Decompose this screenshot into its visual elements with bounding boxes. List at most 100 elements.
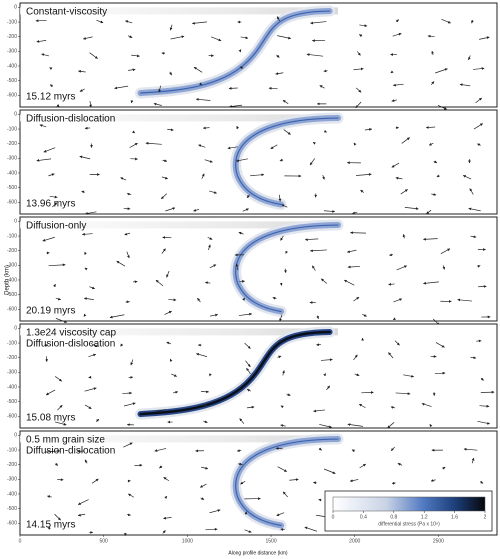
x-tick-label: 0 [19, 538, 22, 544]
velocity-arrow [54, 513, 61, 521]
velocity-arrow [125, 300, 130, 304]
x-tick-label: 2500 [433, 538, 444, 544]
velocity-arrow [286, 393, 291, 396]
panel-time: 13.96 myrs [26, 199, 75, 210]
velocity-arrow [390, 70, 394, 74]
velocity-arrow [250, 173, 265, 177]
colorbar-tick-label: 1.2 [421, 514, 428, 520]
velocity-arrow [54, 421, 67, 426]
velocity-arrow [277, 466, 287, 472]
colorbar-tick-label: 0.4 [360, 514, 367, 520]
velocity-arrow [127, 68, 136, 72]
velocity-arrow [96, 19, 104, 24]
velocity-arrow [312, 265, 316, 271]
velocity-arrow [242, 297, 246, 301]
velocity-arrow [278, 339, 283, 343]
panel-time: 15.12 myrs [26, 92, 75, 103]
y-tick-label: -400 [7, 170, 17, 176]
surface-plate [20, 328, 338, 336]
velocity-arrow [284, 268, 287, 274]
y-tick-label: -400 [7, 277, 17, 283]
y-tick-label: -200 [7, 462, 17, 468]
velocity-arrow [109, 314, 125, 319]
velocity-arrow [347, 265, 361, 269]
velocity-arrow [160, 193, 167, 200]
velocity-arrow [165, 207, 176, 212]
velocity-arrow [166, 341, 172, 345]
panel-label: 0.5 mm grain size [26, 435, 105, 446]
colorbar [332, 496, 486, 512]
y-tick-label: -200 [7, 34, 17, 40]
velocity-arrow [42, 236, 55, 242]
velocity-arrow [48, 526, 51, 530]
x-axis-label: Along profile distance (km) [228, 550, 288, 556]
velocity-arrow [145, 141, 162, 145]
velocity-arrow [167, 128, 174, 132]
velocity-arrow [90, 343, 98, 348]
velocity-arrow [322, 175, 325, 180]
velocity-arrow [275, 72, 284, 75]
velocity-arrow [395, 176, 403, 180]
velocity-arrow [268, 86, 278, 90]
velocity-arrow [442, 466, 446, 470]
velocity-arrow [477, 265, 481, 268]
velocity-arrow [245, 360, 251, 368]
velocity-arrow [123, 442, 133, 448]
velocity-arrow [84, 387, 97, 392]
velocity-arrow [88, 375, 92, 379]
velocity-arrow [282, 99, 289, 104]
y-tick-label: -200 [7, 248, 17, 254]
velocity-arrow [202, 126, 210, 130]
velocity-arrow [435, 68, 448, 74]
y-tick-label: 0 [14, 326, 17, 332]
y-tick-label: -200 [7, 141, 17, 147]
velocity-arrow [131, 54, 140, 58]
velocity-arrow [285, 250, 289, 254]
y-tick-label: 0 [14, 219, 17, 225]
velocity-arrow [321, 278, 328, 284]
velocity-arrow [436, 174, 440, 178]
velocity-arrow [49, 84, 54, 88]
velocity-arrow [53, 283, 56, 288]
velocity-arrow [395, 392, 411, 396]
velocity-arrow [354, 373, 360, 377]
velocity-arrow [114, 85, 129, 90]
panel-label: Constant-viscosity [26, 7, 107, 18]
slab-core [235, 117, 339, 206]
velocity-arrow [279, 314, 283, 322]
velocity-arrow [359, 24, 368, 28]
velocity-arrow [395, 19, 400, 23]
velocity-arrow [57, 404, 63, 411]
velocity-arrow [163, 516, 172, 520]
velocity-arrow [246, 194, 250, 199]
velocity-arrow [394, 340, 400, 346]
velocity-arrow [242, 208, 249, 212]
velocity-arrow [236, 125, 240, 130]
velocity-arrow [84, 251, 87, 255]
velocity-arrow [390, 406, 396, 409]
velocity-arrow [279, 158, 284, 162]
velocity-arrow [279, 282, 283, 286]
velocity-arrow [392, 32, 402, 37]
velocity-arrow [277, 35, 292, 40]
velocity-arrow [357, 51, 361, 56]
velocity-arrow [239, 66, 244, 70]
velocity-arrow [125, 20, 133, 24]
velocity-arrow [236, 158, 248, 162]
velocity-arrow [397, 463, 403, 466]
velocity-arrow [353, 67, 364, 71]
velocity-arrow [123, 402, 136, 407]
velocity-arrow [392, 83, 404, 87]
velocity-arrow [433, 160, 438, 164]
velocity-arrow [44, 344, 48, 347]
velocity-arrow [423, 237, 438, 241]
y-tick-label: 0 [14, 112, 17, 118]
velocity-arrow [47, 495, 52, 498]
x-tick-label: 1500 [265, 538, 276, 544]
velocity-arrow [240, 480, 246, 485]
velocity-arrow [200, 497, 205, 500]
velocity-arrow [276, 512, 285, 516]
velocity-arrow [81, 190, 85, 194]
y-tick-label: -100 [7, 447, 17, 453]
velocity-arrow [281, 204, 288, 208]
